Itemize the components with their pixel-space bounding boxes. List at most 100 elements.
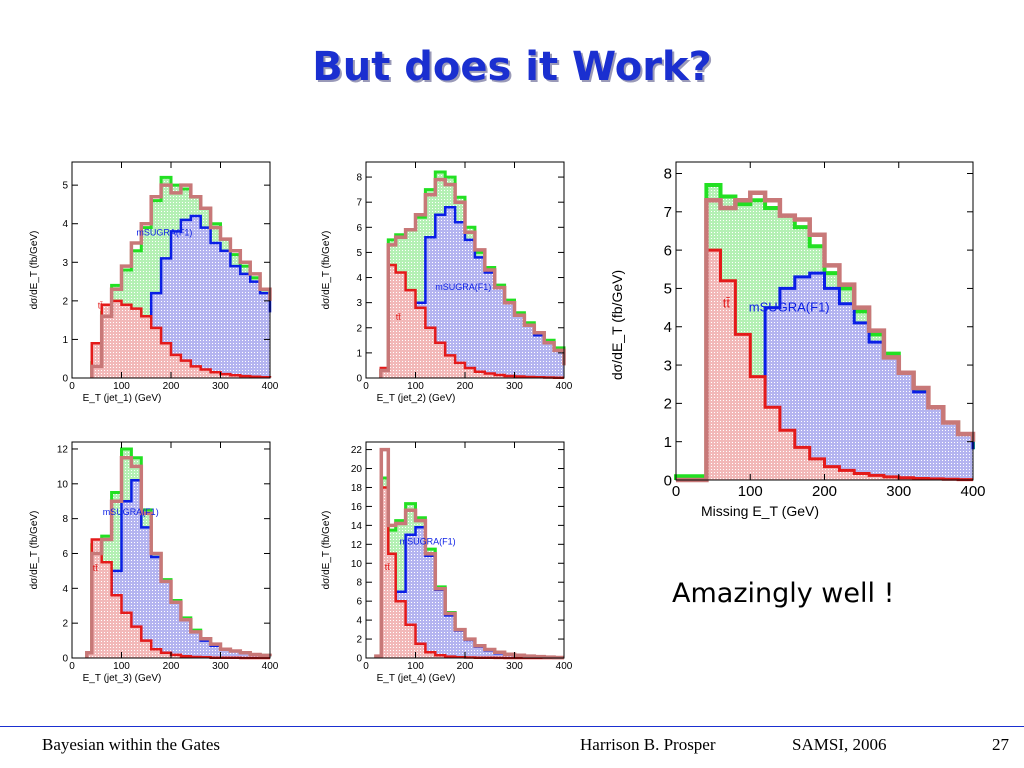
signal-series-label: mSUGRA(F1): [400, 536, 456, 546]
y-tick-label: 22: [351, 445, 363, 456]
y-tick-label: 8: [62, 514, 68, 525]
x-tick-label: 200: [163, 381, 180, 392]
y-tick-label: 20: [351, 464, 363, 475]
x-tick-label: 400: [556, 661, 573, 672]
result-comment: Amazingly well !: [672, 578, 895, 609]
y-tick-label: 1: [62, 335, 68, 346]
x-tick-label: 0: [363, 661, 369, 672]
signal-series-label: mSUGRA(F1): [136, 227, 192, 237]
series-ttbar-fill: [676, 250, 973, 480]
y-tick-label: 0: [356, 374, 362, 385]
chart-missing-et-svg: 0 100 200 300 400 0 1 2 3 4 5 6 7 8 Missing E_T (GeV) d…: [609, 161, 986, 519]
y-tick-label: 3: [664, 357, 672, 374]
series-ttbar-fill: [86, 539, 270, 658]
ttbar-series-label: tt̄: [396, 312, 402, 322]
y-tick-label: 10: [351, 559, 363, 570]
x-tick-label: 400: [556, 381, 573, 392]
y-tick-label: 0: [664, 472, 672, 489]
series-signal-fill: [375, 527, 564, 658]
y-tick-label: 1: [664, 434, 672, 451]
series-data-line: [90, 183, 272, 378]
y-tick-label: 5: [62, 181, 68, 192]
ttbar-series-label: tt̄: [93, 563, 99, 573]
y-tick-label: 6: [356, 597, 362, 608]
x-tick-label: 100: [113, 381, 130, 392]
x-tick-label: 300: [212, 381, 229, 392]
y-axis-label: dσ/dE_T (fb/GeV): [29, 511, 40, 590]
y-tick-label: 0: [356, 654, 362, 665]
series-ttbar-fill: [375, 487, 564, 658]
y-tick-label: 10: [57, 479, 69, 490]
x-axis-label: E_T (jet_3) (GeV): [83, 673, 162, 684]
y-tick-label: 8: [356, 173, 362, 184]
y-tick-label: 7: [664, 204, 672, 221]
series-data-line: [676, 190, 976, 483]
series-ttbar-line: [676, 248, 973, 482]
x-tick-label: 100: [407, 661, 424, 672]
series-ttbar-fill: [380, 265, 564, 378]
y-tick-label: 8: [664, 166, 672, 183]
series-ttbar-line: [90, 299, 272, 379]
x-axis-label: E_T (jet_2) (GeV): [377, 393, 456, 404]
y-tick-label: 3: [356, 298, 362, 309]
y-tick-label: 2: [664, 396, 672, 413]
series-ttbar-fill: [91, 300, 270, 378]
x-tick-label: 300: [506, 381, 523, 392]
ttbar-series-label: tt̄: [723, 296, 731, 311]
x-tick-label: 100: [113, 661, 130, 672]
x-tick-label: 0: [69, 661, 75, 672]
x-tick-label: 100: [407, 381, 424, 392]
chart-jet4-svg: 0 100 200 300 400 0 2 4 6 8 10 12 14 16 18 20 22 E_T (jet…: [321, 441, 573, 684]
y-tick-label: 18: [351, 483, 363, 494]
y-tick-label: 2: [356, 635, 362, 646]
x-tick-label: 0: [69, 381, 75, 392]
signal-series-label: mSUGRA(F1): [435, 282, 491, 292]
series-signal-fill: [91, 216, 270, 378]
y-tick-label: 7: [356, 198, 362, 209]
plot-jet4: 0 100 200 300 400 0 2 4 6 8 10 12 14 16 18 20 22 E_T (jet…: [312, 440, 574, 695]
x-tick-label: 400: [960, 483, 985, 500]
slide-title: But does it Work?: [312, 44, 712, 90]
x-tick-label: 0: [363, 381, 369, 392]
y-axis-label: dσ/dE_T (fb/GeV): [29, 231, 40, 310]
y-tick-label: 4: [664, 319, 672, 336]
y-tick-label: 4: [62, 219, 68, 230]
x-tick-label: 200: [812, 483, 837, 500]
y-axis-label: dσ/dE_T (fb/GeV): [609, 270, 625, 380]
x-tick-label: 200: [163, 661, 180, 672]
chart-jet2-svg: 0 100 200 300 400 0 1 2 3 4 5 6 7 8 E_T (jet_2) (GeV) d…: [321, 161, 573, 404]
y-tick-label: 2: [62, 296, 68, 307]
x-axis-label: Missing E_T (GeV): [701, 503, 819, 519]
y-tick-label: 2: [62, 619, 68, 630]
x-tick-label: 400: [262, 661, 279, 672]
y-tick-label: 6: [356, 223, 362, 234]
x-tick-label: 200: [457, 661, 474, 672]
y-tick-label: 6: [664, 242, 672, 259]
y-tick-label: 2: [356, 323, 362, 334]
y-tick-label: 5: [356, 248, 362, 259]
y-tick-label: 12: [351, 540, 363, 551]
footer-divider: [0, 726, 1024, 727]
y-axis-label: dσ/dE_T (fb/GeV): [321, 511, 332, 590]
footer-page-number: 27: [992, 735, 1009, 754]
footer-venue: SAMSI, 2006: [792, 735, 887, 754]
y-tick-label: 8: [356, 578, 362, 589]
ttbar-series-label: tt̄: [98, 301, 104, 311]
x-tick-label: 100: [738, 483, 763, 500]
signal-series-label: mSUGRA(F1): [103, 507, 159, 517]
y-tick-label: 0: [62, 374, 68, 385]
y-tick-label: 1: [356, 348, 362, 359]
y-tick-label: 3: [62, 258, 68, 269]
y-tick-label: 4: [62, 584, 68, 595]
series-data-line: [379, 177, 566, 378]
x-axis-label: E_T (jet_4) (GeV): [377, 673, 456, 684]
y-tick-label: 0: [62, 654, 68, 665]
series-data-line: [85, 455, 272, 658]
series-data-line: [374, 447, 564, 660]
footer-title: Bayesian within the Gates: [42, 735, 220, 754]
y-tick-label: 14: [351, 521, 363, 532]
y-tick-label: 6: [62, 549, 68, 560]
x-tick-label: 200: [457, 381, 474, 392]
x-axis-label: E_T (jet_1) (GeV): [83, 393, 162, 404]
x-tick-label: 0: [672, 483, 680, 500]
